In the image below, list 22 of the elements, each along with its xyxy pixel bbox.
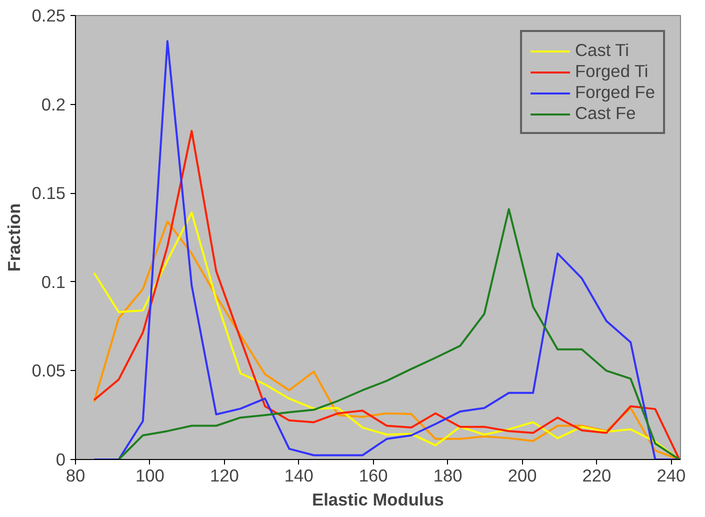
x-tick-label: 240: [656, 466, 686, 486]
x-tick-label: 220: [582, 466, 612, 486]
y-tick-label: 0.25: [32, 6, 66, 26]
legend-label: Cast Fe: [575, 103, 636, 124]
y-tick-label: 0.15: [32, 183, 66, 204]
y-tick-label: 0.2: [41, 94, 66, 114]
legend-label: Forged Ti: [575, 61, 648, 82]
x-tick-label: 120: [210, 466, 239, 486]
y-axis-title: Fraction: [4, 203, 24, 272]
x-tick-label: 160: [358, 466, 388, 486]
x-axis-title: Elastic Modulus: [312, 490, 444, 510]
legend-label: Cast Ti: [575, 40, 629, 61]
legend-label: Forged Fe: [575, 82, 655, 103]
y-tick-label: 0.05: [32, 360, 66, 381]
x-tick-label: 80: [66, 466, 86, 486]
x-tick-label: 180: [433, 466, 462, 486]
y-tick-label: 0.1: [41, 272, 66, 292]
x-tick-label: 100: [136, 466, 164, 486]
line-series: [93, 130, 680, 460]
y-tick-label: 0: [56, 450, 66, 470]
x-tick-label: 200: [508, 466, 537, 486]
x-tick-label: 140: [284, 466, 314, 486]
